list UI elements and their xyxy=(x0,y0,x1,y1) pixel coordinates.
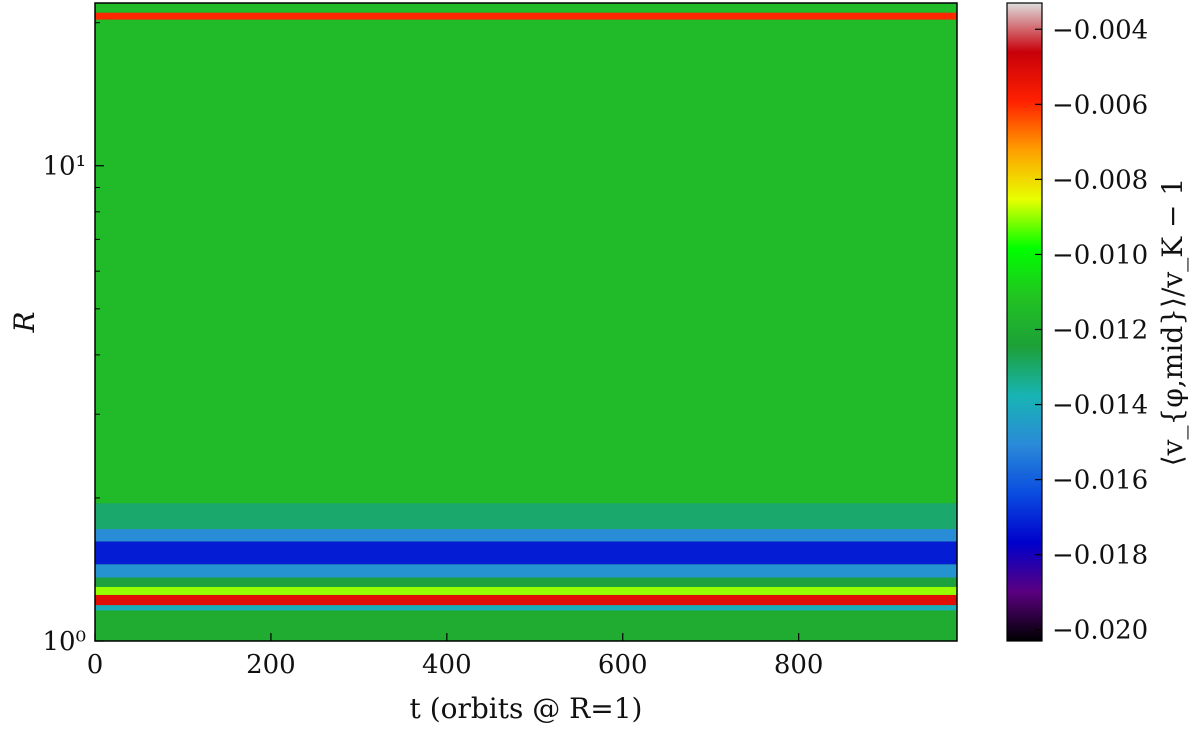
heatmap-band-11 xyxy=(95,3,957,13)
y-axis-label: R xyxy=(8,311,41,333)
colorbar-tick-label: −0.016 xyxy=(1052,466,1148,496)
colorbar-tick-label: −0.008 xyxy=(1052,165,1148,195)
y-tick-label: 10¹ xyxy=(42,152,86,182)
heatmap-band-6 xyxy=(95,541,957,565)
heatmap-band-1 xyxy=(95,605,957,611)
colorbar-tick-label: −0.014 xyxy=(1052,391,1148,421)
colorbar-tick-label: −0.010 xyxy=(1052,240,1148,270)
heatmap-band-8 xyxy=(95,503,957,530)
colorbar-tick-label: −0.018 xyxy=(1052,541,1148,571)
colorbar-tick-label: −0.004 xyxy=(1052,15,1148,45)
heatmap-band-5 xyxy=(95,564,957,578)
heatmap-band-3 xyxy=(95,586,957,595)
heatmap-band-10 xyxy=(95,12,957,20)
heatmap-band-9 xyxy=(95,19,957,504)
x-tick-label: 200 xyxy=(246,650,296,680)
colorbar-tick-label: −0.020 xyxy=(1052,616,1148,646)
colorbar-ticks: −0.004 −0.006 −0.008 −0.010 −0.012 −0.014 −0.0… xyxy=(1035,15,1148,646)
y-tick-label: 10⁰ xyxy=(42,627,86,657)
y-axis: 10⁰ 10¹ xyxy=(42,22,104,657)
x-tick-label: 800 xyxy=(774,650,824,680)
colorbar-frame xyxy=(1006,2,1043,642)
colorbar-strip xyxy=(1007,3,1042,641)
colorbar-label: ⟨v_{φ,mid}⟩/v_K − 1 xyxy=(1156,178,1189,466)
heatmap-band-4 xyxy=(95,577,957,587)
heatmap-band-7 xyxy=(95,529,957,542)
x-axis: 0 200 400 600 800 xyxy=(87,633,824,680)
colorbar-tick-label: −0.006 xyxy=(1052,90,1148,120)
colorbar: −0.004 −0.006 −0.008 −0.010 −0.012 −0.014 −0.0… xyxy=(1006,2,1148,646)
x-tick-label: 0 xyxy=(87,650,104,680)
heatmap-plot-area xyxy=(95,3,957,641)
heatmap-cells xyxy=(95,3,957,641)
heatmap-band-2 xyxy=(95,594,957,606)
x-tick-label: 600 xyxy=(598,650,648,680)
colorbar-tick-label: −0.012 xyxy=(1052,316,1148,346)
heatmap-band-0 xyxy=(95,610,957,641)
x-axis-label: t (orbits @ R=1) xyxy=(410,692,643,725)
plot-frame xyxy=(94,2,958,642)
x-tick-label: 400 xyxy=(422,650,472,680)
